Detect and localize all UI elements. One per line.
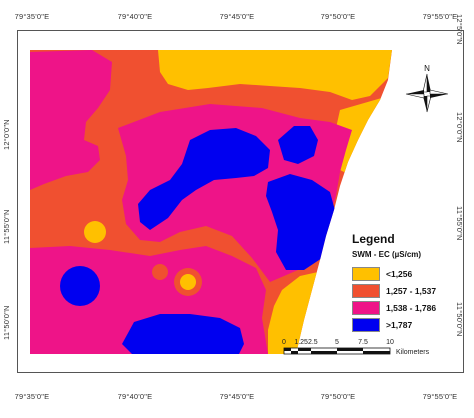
legend-item-mid-high: 1,538 - 1,786 — [352, 299, 462, 316]
coord-left-3: 11°50'0"N — [2, 305, 11, 340]
north-arrow-icon — [405, 73, 449, 113]
coord-bottom-4: 79°50'0"E — [320, 392, 356, 401]
ec-zone-pink-west — [30, 50, 112, 190]
ec-zone-yellow-northeast — [158, 50, 392, 100]
coord-top-5: 79°55'0"E — [422, 12, 458, 21]
ec-zone-orange-spot-2 — [152, 264, 168, 280]
scale-label-2: 5 — [335, 339, 339, 346]
coord-bottom-2: 79°40'0"E — [117, 392, 153, 401]
ec-zone-yellow-spot-west — [84, 221, 106, 243]
ec-zone-yellow-spot-south — [180, 274, 196, 290]
ec-zone-blue-west — [60, 266, 100, 306]
coord-bottom-3: 79°45'0"E — [219, 392, 255, 401]
coord-bottom-5: 79°55'0"E — [422, 392, 458, 401]
coord-top-4: 79°50'0"E — [320, 12, 356, 21]
coord-right-1: 12°5'0"N — [455, 14, 464, 45]
legend-label-low: <1,256 — [386, 268, 413, 279]
coord-right-2: 12°0'0"N — [455, 112, 464, 143]
ec-zone-blue-east — [266, 174, 336, 270]
coord-left-1: 12°0'0"N — [2, 119, 11, 150]
north-label: N — [424, 64, 430, 73]
coord-bottom-1: 79°35'0"E — [14, 392, 50, 401]
legend-swatch-low — [352, 266, 380, 281]
coord-top-3: 79°45'0"E — [219, 12, 255, 21]
legend-swatch-mid-high — [352, 300, 380, 315]
legend-subtitle: SWM - EC (µS/cm) — [352, 250, 422, 259]
legend-title: Legend — [352, 232, 395, 246]
scale-label-0: 0 — [282, 339, 286, 346]
legend-swatch-mid-low — [352, 283, 380, 298]
ec-zone-blue-northeast — [278, 126, 318, 164]
ec-zone-blue-south — [122, 314, 244, 354]
scale-label-1: 1.252.5 — [294, 339, 318, 346]
legend-swatch-high — [352, 317, 380, 332]
coord-top-1: 79°35'0"E — [14, 12, 50, 21]
legend-item-mid-low: 1,257 - 1,537 — [352, 282, 462, 299]
legend: Legend SWM - EC (µS/cm) <1,256 1,257 - 1… — [352, 232, 462, 333]
legend-label-mid-high: 1,538 - 1,786 — [386, 302, 437, 313]
ec-zone-blue-north — [138, 128, 270, 230]
scale-units: Kilometers — [396, 349, 430, 356]
scale-bar — [283, 347, 391, 355]
legend-label-high: >1,787 — [386, 319, 413, 330]
legend-item-high: >1,787 — [352, 316, 462, 333]
scale-label-4: 10 — [386, 339, 394, 346]
legend-item-low: <1,256 — [352, 265, 462, 282]
coord-left-2: 11°55'0"N — [2, 209, 11, 244]
legend-label-mid-low: 1,257 - 1,537 — [386, 285, 437, 296]
coord-top-2: 79°40'0"E — [117, 12, 153, 21]
scale-label-3: 7.5 — [358, 339, 368, 346]
